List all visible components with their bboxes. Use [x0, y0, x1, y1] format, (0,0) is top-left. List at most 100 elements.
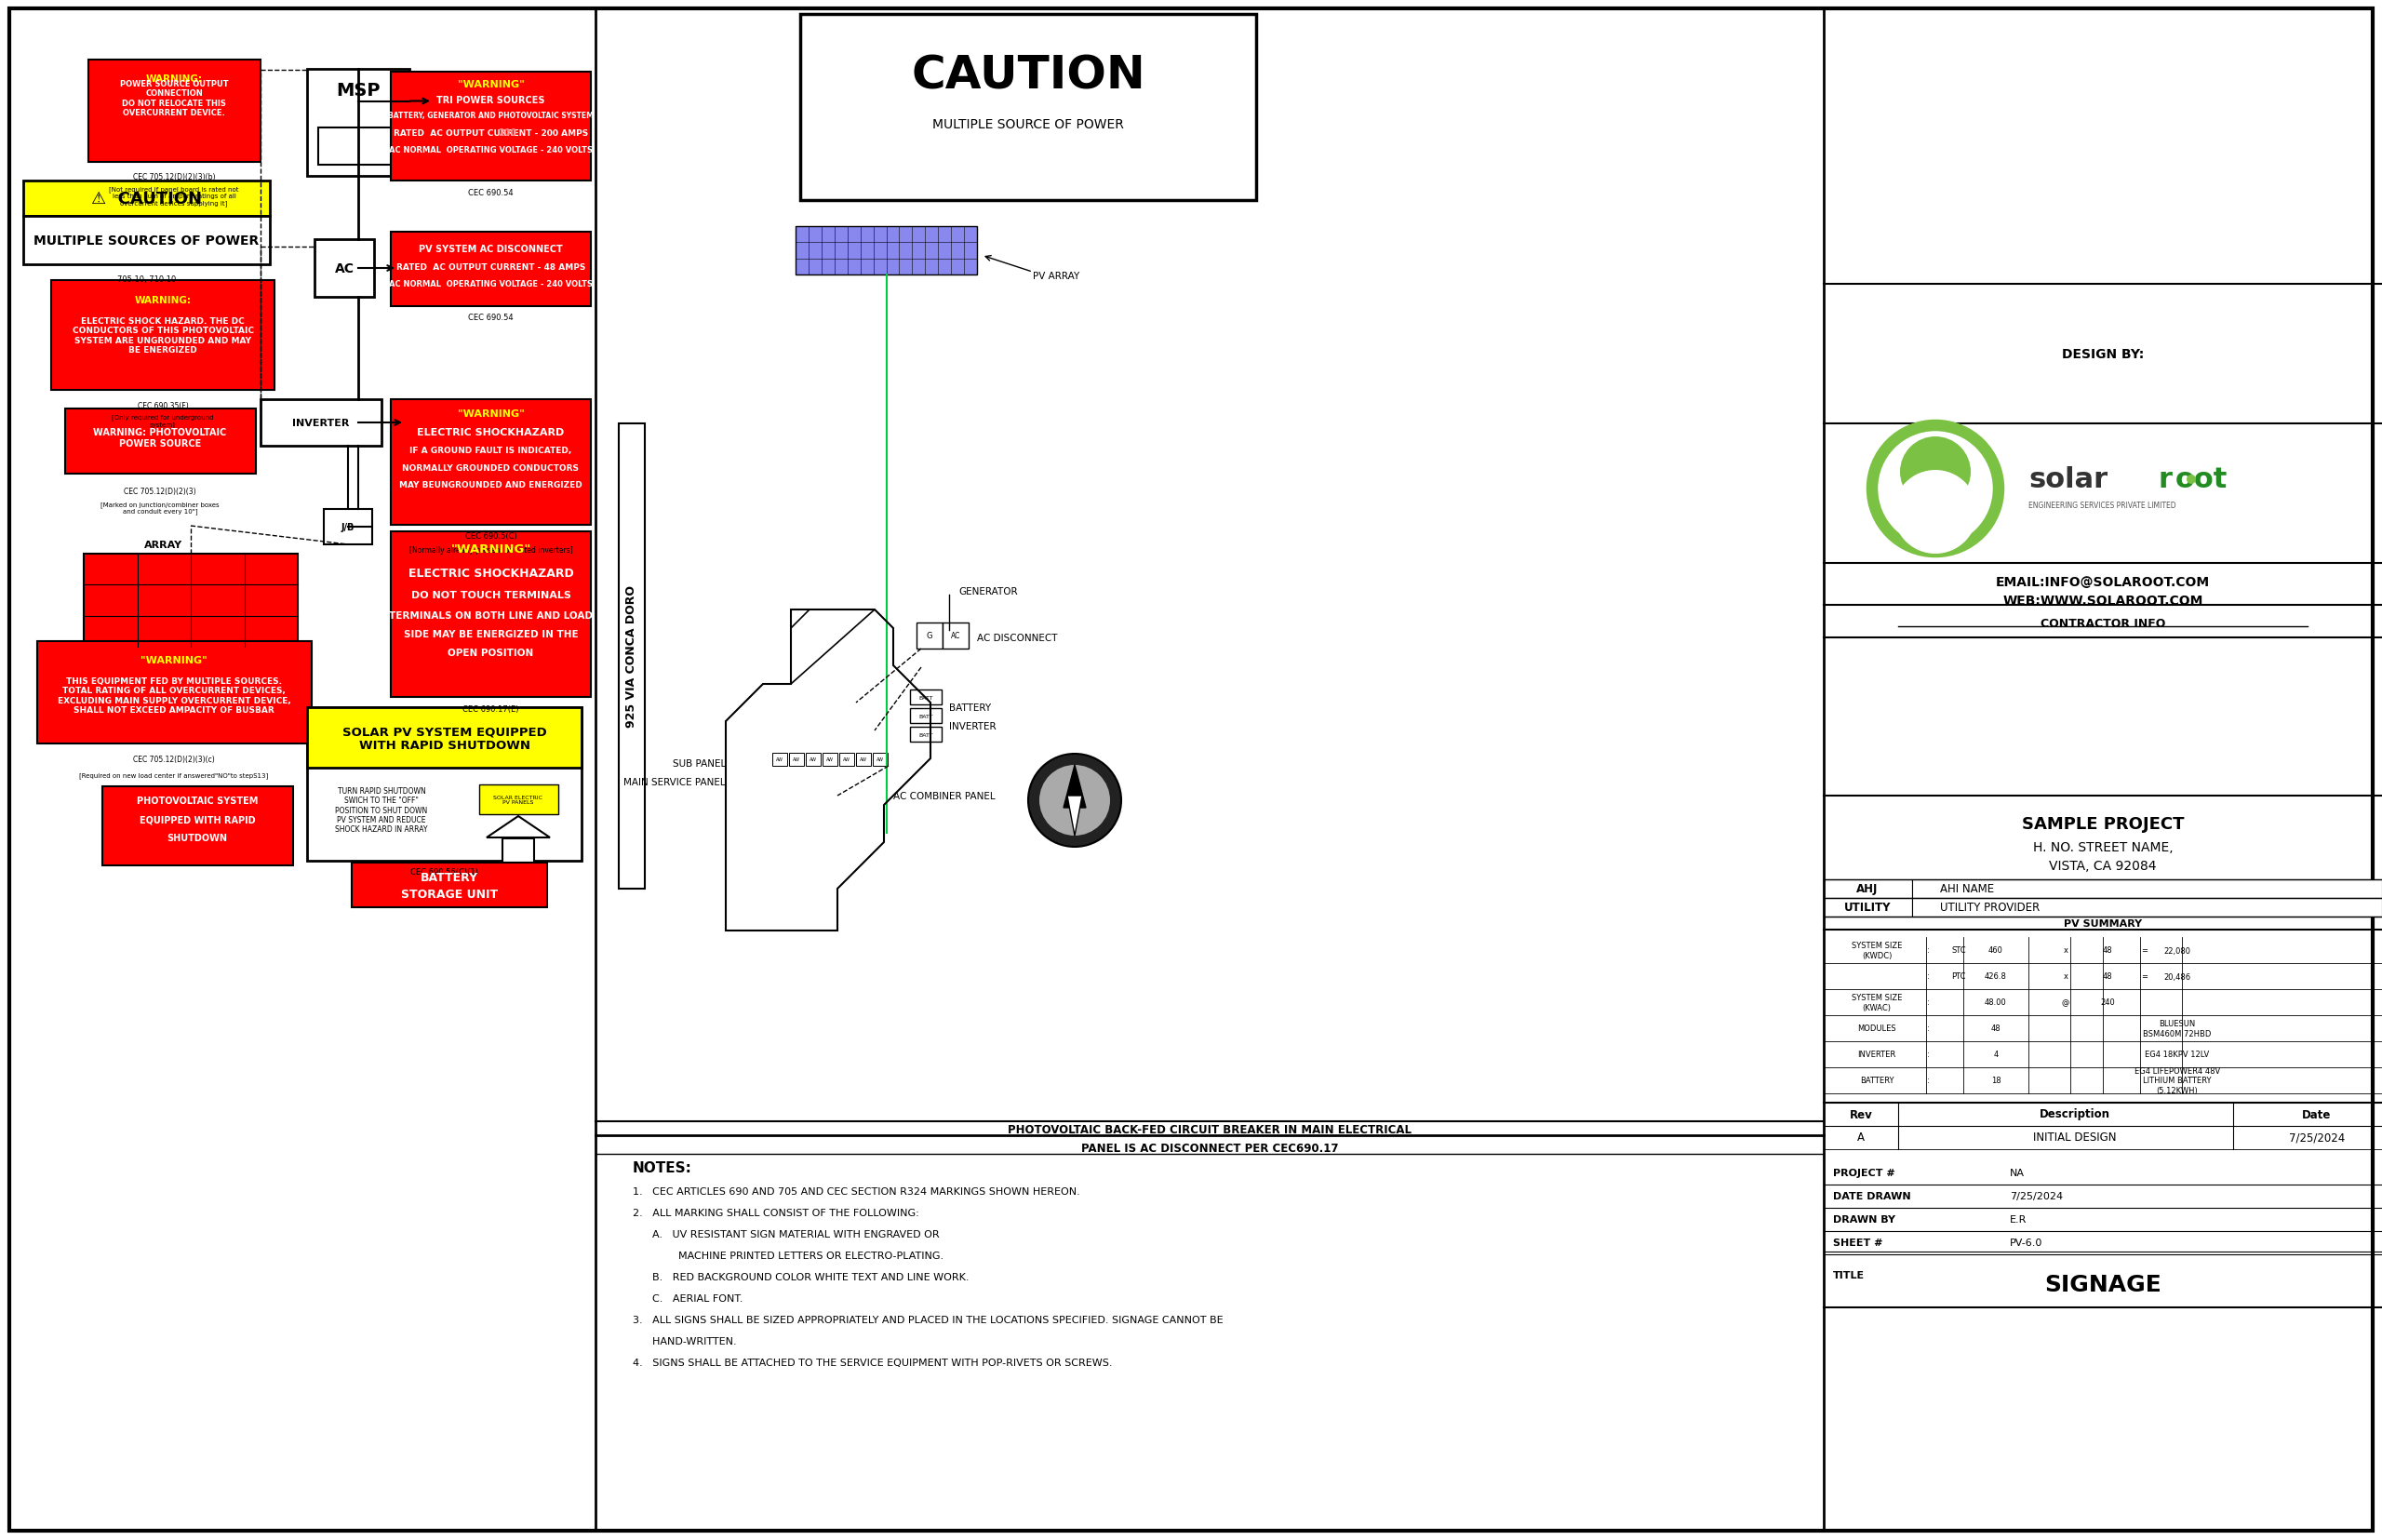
Text: PV SUMMARY: PV SUMMARY: [2063, 919, 2141, 929]
Bar: [324, 510, 372, 545]
Text: 426.8: 426.8: [1984, 972, 2008, 981]
Text: PHOTOVOLTAIC BACK-FED CIRCUIT BREAKER IN MAIN ELECTRICAL: PHOTOVOLTAIC BACK-FED CIRCUIT BREAKER IN…: [1008, 1123, 1413, 1135]
Text: SHEET #: SHEET #: [1834, 1238, 1882, 1247]
Text: CEC 705.12(D)(2)(3)(c): CEC 705.12(D)(2)(3)(c): [133, 755, 214, 762]
Bar: [1825, 879, 1913, 898]
Bar: [307, 69, 410, 177]
Text: AHJ: AHJ: [1856, 882, 1879, 895]
Text: E.R: E.R: [2010, 1215, 2027, 1224]
Text: MACHINE PRINTED LETTERS OR ELECTRO-PLATING.: MACHINE PRINTED LETTERS OR ELECTRO-PLATI…: [634, 1250, 943, 1260]
Text: PROJECT #: PROJECT #: [1834, 1167, 1896, 1177]
Bar: [910, 690, 941, 705]
Text: IF A GROUND FAULT IS INDICATED,: IF A GROUND FAULT IS INDICATED,: [410, 447, 572, 456]
Text: :: :: [1927, 1024, 1929, 1033]
Text: 48: 48: [2103, 946, 2113, 955]
Text: AW: AW: [810, 758, 817, 762]
Text: A.   UV RESISTANT SIGN MATERIAL WITH ENGRAVED OR: A. UV RESISTANT SIGN MATERIAL WITH ENGRA…: [634, 1229, 939, 1238]
Text: SYSTEM SIZE
(KWDC): SYSTEM SIZE (KWDC): [1851, 941, 1903, 959]
Text: HAND-WRITTEN.: HAND-WRITTEN.: [634, 1337, 736, 1346]
Text: NOTES:: NOTES:: [634, 1161, 693, 1175]
Text: 7/25/2024: 7/25/2024: [2289, 1132, 2344, 1143]
Text: EMAIL:INFO@SOLAROOT.COM: EMAIL:INFO@SOLAROOT.COM: [1996, 576, 2210, 588]
Text: EQUIPPED WITH RAPID: EQUIPPED WITH RAPID: [138, 815, 255, 824]
Text: 20,486: 20,486: [2163, 972, 2191, 981]
Text: STC: STC: [1951, 946, 1965, 955]
Text: INVERTER: INVERTER: [1858, 1050, 1896, 1060]
Text: AW: AW: [827, 758, 834, 762]
Text: PV SYSTEM AC DISCONNECT: PV SYSTEM AC DISCONNECT: [419, 245, 562, 254]
Text: CEC 690.56(C)(1): CEC 690.56(C)(1): [410, 869, 479, 876]
Text: AW: AW: [843, 758, 850, 762]
Bar: [38, 642, 312, 744]
Text: PANEL IS AC DISCONNECT PER CEC690.17: PANEL IS AC DISCONNECT PER CEC690.17: [1081, 1143, 1339, 1155]
Text: 48: 48: [1991, 1024, 2001, 1033]
Bar: [800, 15, 1255, 200]
Bar: [796, 226, 977, 276]
Text: ELECTRIC SHOCK HAZARD. THE DC
CONDUCTORS OF THIS PHOTOVOLTAIC
SYSTEM ARE UNGROUN: ELECTRIC SHOCK HAZARD. THE DC CONDUCTORS…: [71, 317, 252, 354]
Text: AC DISCONNECT: AC DISCONNECT: [977, 633, 1058, 642]
Bar: [83, 554, 298, 647]
Text: 22,080: 22,080: [2163, 946, 2191, 955]
Text: INVERTER: INVERTER: [948, 722, 996, 732]
Text: 1.   CEC ARTICLES 690 AND 705 AND CEC SECTION R324 MARKINGS SHOWN HEREON.: 1. CEC ARTICLES 690 AND 705 AND CEC SECT…: [634, 1187, 1079, 1197]
Bar: [788, 753, 805, 767]
Text: CAUTION: CAUTION: [910, 52, 1146, 97]
Text: UTILITY: UTILITY: [1844, 901, 1891, 913]
Text: RATED  AC OUTPUT CURRENT - 200 AMPS: RATED AC OUTPUT CURRENT - 200 AMPS: [393, 129, 588, 137]
Text: PTC: PTC: [1951, 972, 1965, 981]
Text: 705.10, 710.10: 705.10, 710.10: [117, 274, 176, 283]
Text: 7/25/2024: 7/25/2024: [2010, 1192, 2063, 1201]
Text: [Only required for underground
system]: [Only required for underground system]: [112, 414, 214, 428]
Text: 2.   ALL MARKING SHALL CONSIST OF THE FOLLOWING:: 2. ALL MARKING SHALL CONSIST OF THE FOLL…: [634, 1207, 919, 1217]
Bar: [910, 727, 941, 742]
Text: TITLE: TITLE: [1834, 1270, 1865, 1280]
Text: CEC 705.12(D)(2)(3)(b): CEC 705.12(D)(2)(3)(b): [133, 174, 214, 182]
Text: SIDE MAY BE ENERGIZED IN THE: SIDE MAY BE ENERGIZED IN THE: [403, 630, 579, 639]
Text: SAMPLE PROJECT: SAMPLE PROJECT: [2022, 816, 2184, 832]
Text: EG4 LIFEPOWER4 48V
LITHIUM BATTERY
(5.12KWH): EG4 LIFEPOWER4 48V LITHIUM BATTERY (5.12…: [2134, 1067, 2220, 1095]
Circle shape: [1901, 437, 1970, 508]
Text: 240: 240: [2101, 998, 2115, 1007]
Text: SYSTEM SIZE
(KWAC): SYSTEM SIZE (KWAC): [1851, 993, 1903, 1012]
Bar: [353, 862, 548, 907]
Bar: [479, 785, 557, 815]
Text: ELECTRIC SHOCKHAZARD: ELECTRIC SHOCKHAZARD: [417, 428, 565, 437]
Text: 48.00: 48.00: [1984, 998, 2008, 1007]
Bar: [50, 280, 274, 391]
Text: BATTERY: BATTERY: [1860, 1076, 1894, 1084]
Text: SHUTDOWN: SHUTDOWN: [167, 833, 229, 842]
Bar: [1913, 898, 2382, 916]
Text: C.   AERIAL FONT.: C. AERIAL FONT.: [634, 1294, 743, 1303]
Bar: [24, 217, 269, 265]
Text: MULTIPLE SOURCES OF POWER: MULTIPLE SOURCES OF POWER: [33, 234, 260, 248]
Bar: [910, 708, 941, 724]
Bar: [822, 753, 838, 767]
Text: TERMINALS ON BOTH LINE AND LOAD: TERMINALS ON BOTH LINE AND LOAD: [388, 611, 593, 621]
Text: =: =: [2141, 972, 2149, 981]
Text: 4: 4: [1994, 1050, 1998, 1060]
Text: WEB:WWW.SOLAROOT.COM: WEB:WWW.SOLAROOT.COM: [2003, 594, 2203, 607]
Text: PHOTOVOLTAIC SYSTEM: PHOTOVOLTAIC SYSTEM: [136, 796, 257, 805]
Text: B.   RED BACKGROUND COLOR WHITE TEXT AND LINE WORK.: B. RED BACKGROUND COLOR WHITE TEXT AND L…: [634, 1272, 969, 1281]
Text: 48: 48: [2103, 972, 2113, 981]
Text: CEC 690.5(C): CEC 690.5(C): [464, 533, 517, 541]
Text: BATTERY: BATTERY: [948, 704, 991, 713]
Text: BATTERY, GENERATOR AND PHOTOVOLTAIC SYSTEM: BATTERY, GENERATOR AND PHOTOVOLTAIC SYST…: [388, 112, 593, 120]
Text: DO NOT TOUCH TERMINALS: DO NOT TOUCH TERMINALS: [410, 590, 572, 599]
Text: UTILITY PROVIDER: UTILITY PROVIDER: [1939, 901, 2039, 913]
Text: VISTA, CA 92084: VISTA, CA 92084: [2049, 859, 2156, 872]
Bar: [64, 410, 255, 474]
Circle shape: [1029, 755, 1122, 847]
Text: solar: solar: [2029, 467, 2108, 493]
Text: J/B: J/B: [341, 522, 355, 531]
Text: "WARNING": "WARNING": [141, 656, 207, 665]
Bar: [772, 753, 786, 767]
Text: AC: AC: [950, 631, 960, 641]
Text: 18: 18: [1991, 1076, 2001, 1084]
Bar: [391, 72, 591, 182]
Bar: [943, 624, 969, 648]
Text: AC COMBINER PANEL: AC COMBINER PANEL: [893, 792, 996, 801]
Text: :: :: [1927, 946, 1929, 955]
Text: NA: NA: [2010, 1167, 2025, 1177]
Text: :: :: [1927, 1076, 1929, 1084]
